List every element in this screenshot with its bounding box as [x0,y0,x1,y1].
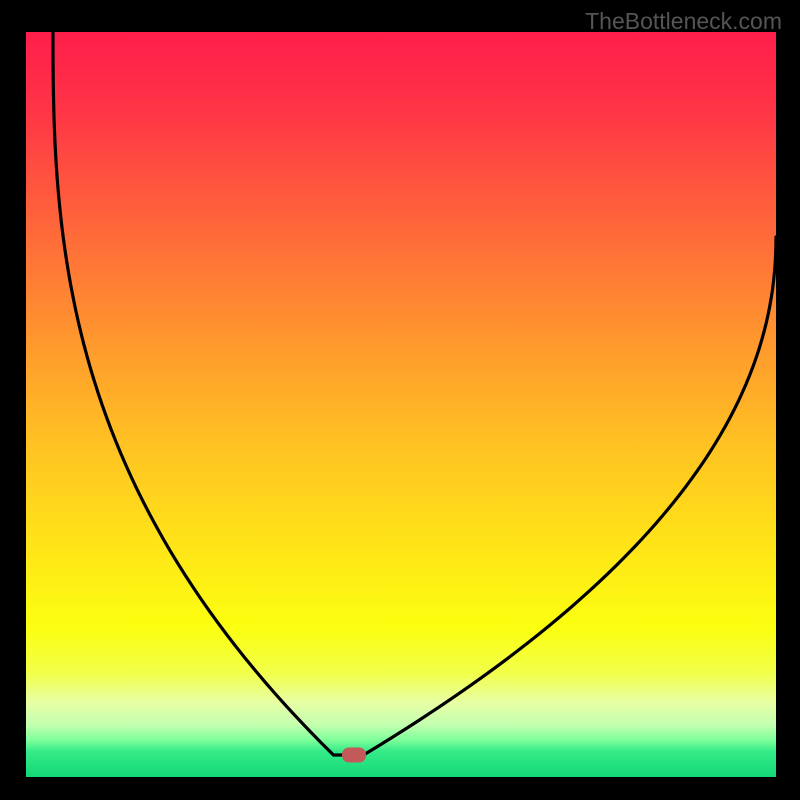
optimum-marker [342,748,366,763]
gradient-background [26,32,776,777]
chart-frame: TheBottleneck.com [0,0,800,800]
watermark-text: TheBottleneck.com [585,8,782,35]
plot-area [26,32,776,777]
